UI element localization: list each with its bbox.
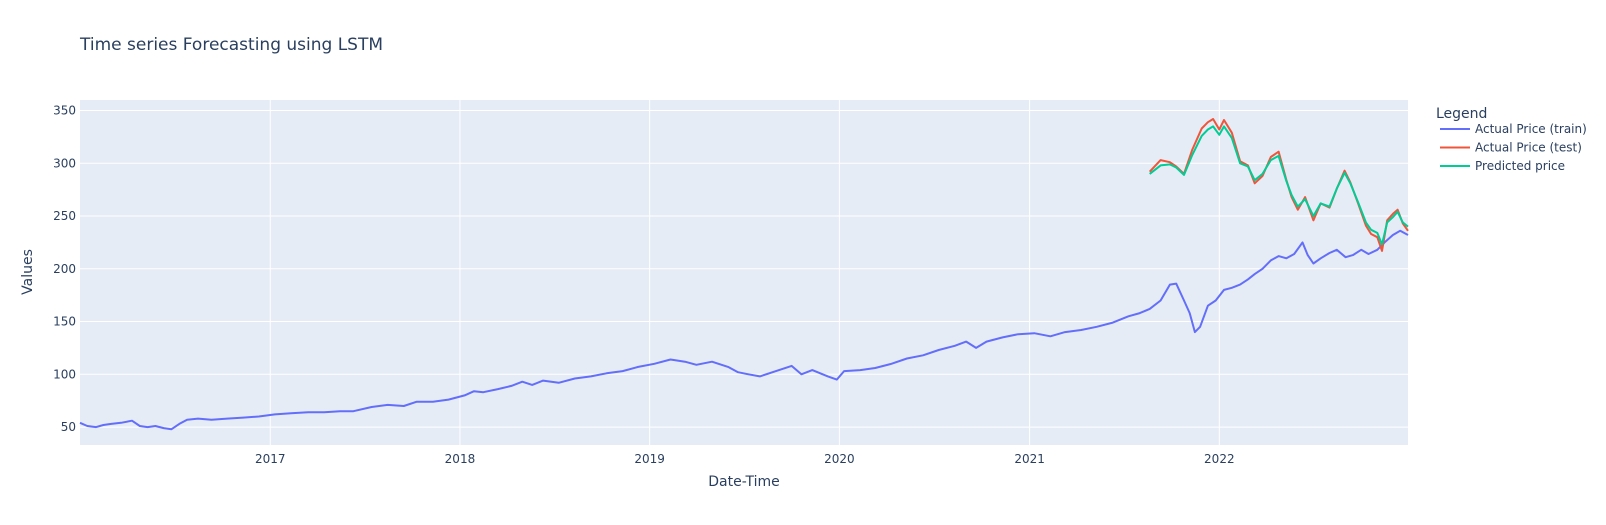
y-tick-label: 100 — [53, 367, 76, 381]
chart-title: Time series Forecasting using LSTM — [79, 35, 383, 55]
y-axis-title: Values — [20, 249, 36, 295]
legend-label: Actual Price (test) — [1475, 141, 1582, 155]
legend[interactable]: Legend Actual Price (train) Actual Price … — [1436, 106, 1587, 173]
legend-title: Legend — [1436, 106, 1487, 122]
x-tick-label: 2020 — [824, 452, 855, 466]
x-tick-label: 2018 — [445, 452, 476, 466]
x-axis-title: Date-Time — [708, 474, 780, 490]
legend-label: Actual Price (train) — [1475, 122, 1587, 136]
y-tick-label: 150 — [53, 315, 76, 329]
y-tick-label: 50 — [61, 420, 76, 434]
y-tick-label: 350 — [53, 104, 76, 118]
legend-item-actual-price-test[interactable]: Actual Price (test) — [1440, 141, 1582, 155]
x-tick-label: 2019 — [634, 452, 665, 466]
y-axis-ticks: 50 100 150 200 250 300 350 — [53, 104, 76, 435]
legend-item-actual-price-train[interactable]: Actual Price (train) — [1440, 122, 1587, 136]
x-tick-label: 2021 — [1014, 452, 1045, 466]
x-tick-label: 2022 — [1204, 452, 1235, 466]
y-tick-label: 300 — [53, 156, 76, 170]
plot-area — [80, 100, 1408, 445]
legend-label: Predicted price — [1475, 159, 1565, 173]
y-tick-label: 250 — [53, 209, 76, 223]
legend-item-predicted-price[interactable]: Predicted price — [1440, 159, 1565, 173]
x-gridlines — [269, 100, 1220, 445]
series-line-actual-price-train — [79, 229, 1409, 431]
y-tick-label: 200 — [53, 262, 76, 276]
series-line-predicted-price — [1149, 125, 1409, 246]
x-tick-label: 2017 — [255, 452, 286, 466]
series-layer — [79, 118, 1409, 431]
x-axis-ticks: 2017 2018 2019 2020 2021 2022 — [255, 452, 1235, 466]
